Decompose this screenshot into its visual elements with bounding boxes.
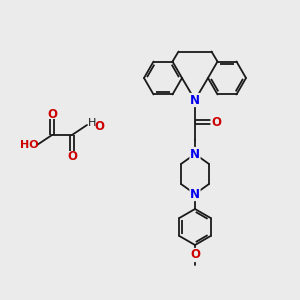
Text: O: O: [94, 121, 104, 134]
Text: O: O: [211, 116, 221, 128]
Text: O: O: [67, 149, 77, 163]
Text: H: H: [88, 118, 96, 128]
Text: N: N: [190, 188, 200, 200]
Text: O: O: [47, 107, 57, 121]
Text: O: O: [190, 248, 200, 262]
Text: N: N: [190, 148, 200, 160]
Text: HO: HO: [20, 140, 38, 150]
Text: N: N: [190, 94, 200, 106]
